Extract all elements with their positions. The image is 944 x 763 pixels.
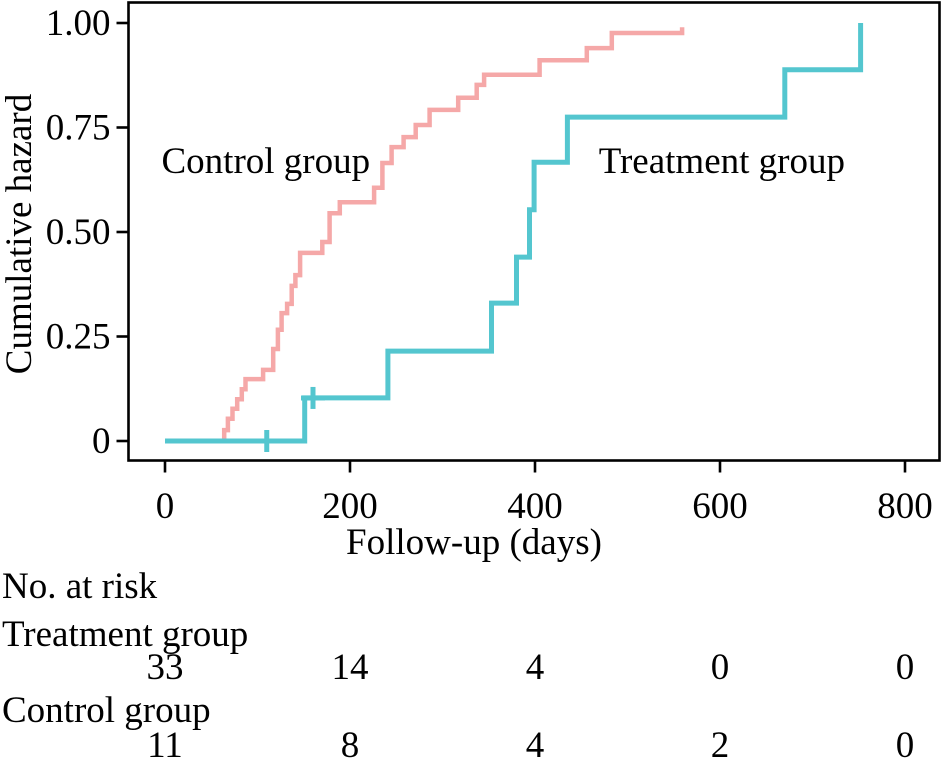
x-axis: 0 200 400 600 800 — [156, 460, 933, 527]
risk-count: 0 — [711, 647, 730, 688]
y-tick-label: 0 — [92, 421, 111, 462]
risk-count: 4 — [526, 647, 545, 688]
y-tick-label: 0.75 — [46, 108, 111, 149]
risk-count: 8 — [341, 725, 360, 758]
y-tick-label: 1.00 — [46, 3, 111, 44]
risk-count: 33 — [147, 647, 184, 688]
x-tick-label: 0 — [156, 486, 175, 527]
control-group-curve — [165, 27, 685, 444]
y-axis-title: Cumulative hazard — [0, 93, 40, 374]
x-tick-label: 200 — [322, 486, 378, 527]
control-group-label: Control group — [162, 141, 371, 182]
x-axis-title: Follow-up (days) — [346, 522, 602, 563]
risk-table-header: No. at risk — [2, 566, 158, 607]
treatment-group-curve — [165, 23, 864, 444]
x-tick-label: 400 — [507, 486, 563, 527]
risk-count: 2 — [711, 725, 730, 758]
y-axis: 0 0.25 0.50 0.75 1.00 — [46, 3, 129, 462]
risk-count: 0 — [896, 647, 915, 688]
x-tick-label: 800 — [877, 486, 933, 527]
risk-row-label-treatment-group: Treatment group — [2, 614, 248, 655]
risk-count: 0 — [896, 725, 915, 758]
x-tick-label: 600 — [692, 486, 748, 527]
treatment-group-censor-mark — [301, 386, 325, 409]
risk-count: 4 — [526, 725, 545, 758]
y-tick-label: 0.50 — [46, 212, 111, 253]
series-curves — [165, 23, 864, 452]
risk-count: 11 — [147, 725, 183, 758]
curve-labels: Control group Treatment group — [162, 141, 846, 182]
treatment-group-censor-mark — [254, 430, 279, 452]
y-tick-label: 0.25 — [46, 317, 111, 358]
risk-row-label-control-group: Control group — [2, 690, 211, 731]
risk-count: 14 — [332, 647, 369, 688]
treatment-group-label: Treatment group — [599, 141, 845, 182]
